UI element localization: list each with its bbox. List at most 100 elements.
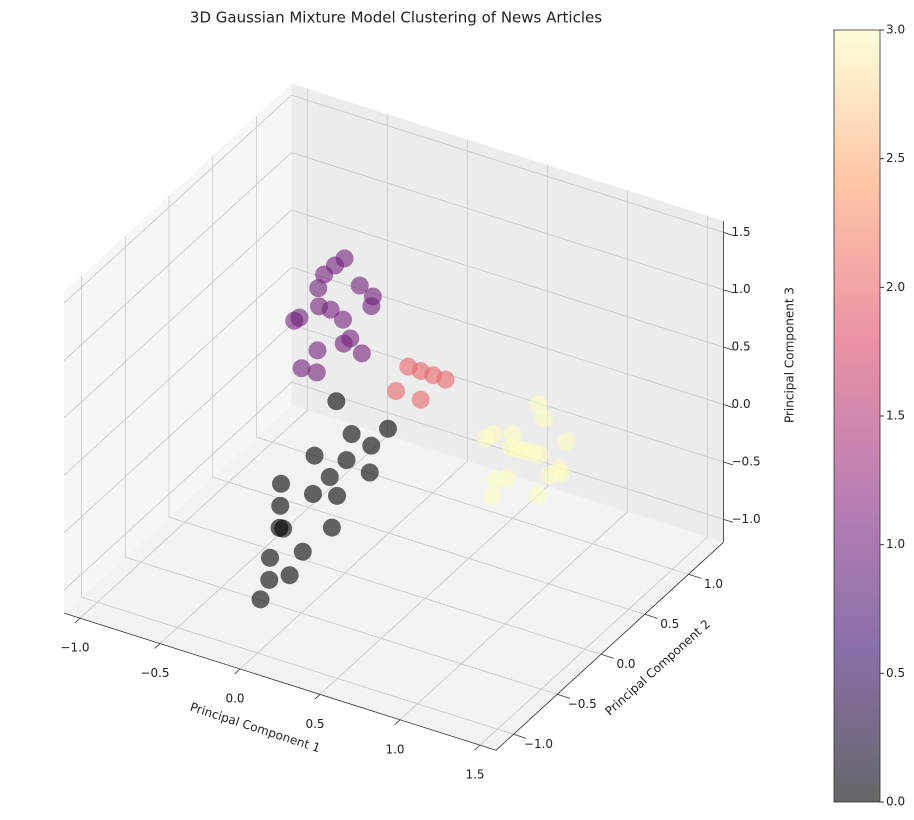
tick-mark [74,617,81,624]
point [476,429,495,448]
grid-line [125,556,558,695]
grid-line [63,381,292,591]
grid-line [63,324,292,534]
z-tick-label: 1.0 [732,282,751,296]
point [379,419,397,438]
floor-panel [64,405,724,751]
grid-line [63,209,292,419]
point [362,436,381,455]
z-axis-label: Principal Component 3 [783,287,797,423]
point [328,486,346,505]
tick-mark [600,653,614,659]
tick-mark [723,404,734,408]
points [251,249,576,609]
point [271,496,290,515]
point [529,395,548,414]
point [399,357,418,376]
point [528,486,547,505]
point [308,341,327,360]
grid-line [291,152,724,291]
tick-mark [234,668,241,675]
point [260,570,279,589]
point [304,484,322,503]
point [411,390,430,409]
colorbar-tick-label: 3.0 [886,23,905,37]
point [486,470,505,489]
point [557,432,576,451]
y-tick-label: 1.0 [704,577,723,591]
tick-mark [513,733,527,739]
tick-mark [688,573,702,579]
grid-line [239,460,468,670]
colorbar-tick-label: 2.5 [886,151,905,165]
chart-title: 3D Gaussian Mixture Model Clustering of … [190,9,602,27]
colorbar-tick-label: 0.5 [886,666,905,680]
point [320,468,339,487]
grid-line [63,267,292,476]
tick-mark [723,289,734,294]
grid-line [79,409,308,619]
tick-mark [723,231,734,236]
y-tick-label: −1.0 [524,737,553,751]
point [483,487,501,506]
tick-mark [723,518,734,523]
colorbar-tick-label: 2.0 [886,280,905,294]
point [387,382,405,401]
tick-mark [394,719,401,725]
x-tick-label: 0.5 [305,717,324,731]
point [334,310,352,329]
point [352,344,371,363]
grid-line [256,436,689,575]
tick-mark [557,693,571,699]
point [272,474,290,493]
colorbar [833,29,881,803]
z-tick-label: 0.5 [732,340,751,354]
z-tick-label: 0.0 [732,397,751,411]
axes-panels [64,83,724,751]
x-tick-label: 1.0 [385,742,404,756]
point [534,409,553,428]
point [321,300,340,319]
y-tick-label: 0.0 [616,657,635,671]
point [251,590,270,609]
y-tick-label: −0.5 [568,697,597,711]
grid-line [63,94,292,304]
point [334,334,353,353]
z-tick-label: 1.5 [732,225,751,239]
colorbar-tick-label: 1.0 [886,537,905,551]
point [309,279,328,298]
colorbar-tick-label: 1.5 [886,409,905,423]
point [292,359,311,378]
x-axis-label: Principal Component 1 [188,700,322,755]
tick-mark [314,694,321,700]
z-tick-label: −0.5 [732,454,761,468]
grid-line [63,152,292,361]
x-tick-label: 1.5 [465,768,484,782]
point [322,518,341,537]
point [327,392,346,411]
grid-line [168,516,602,655]
point [290,308,309,327]
x-tick-label: −0.5 [140,666,169,680]
tick-mark [723,346,734,351]
z-tick-label: −1.0 [732,512,761,526]
point [293,542,312,561]
grid-line [319,486,548,695]
point [503,425,522,444]
point [307,363,326,382]
tick-mark [154,643,161,649]
grid-line [399,511,628,721]
point [360,463,379,482]
grid-line [159,435,388,644]
y-tick-label: 0.5 [660,617,679,631]
point [350,276,369,295]
x-tick-label: 0.0 [225,692,244,706]
tick-mark [644,613,658,619]
point [342,425,361,444]
y-axis-line [495,541,724,751]
tick-mark [723,461,734,466]
point [280,566,299,585]
point [363,287,382,306]
colorbar-tick-label: 0.0 [886,795,905,809]
